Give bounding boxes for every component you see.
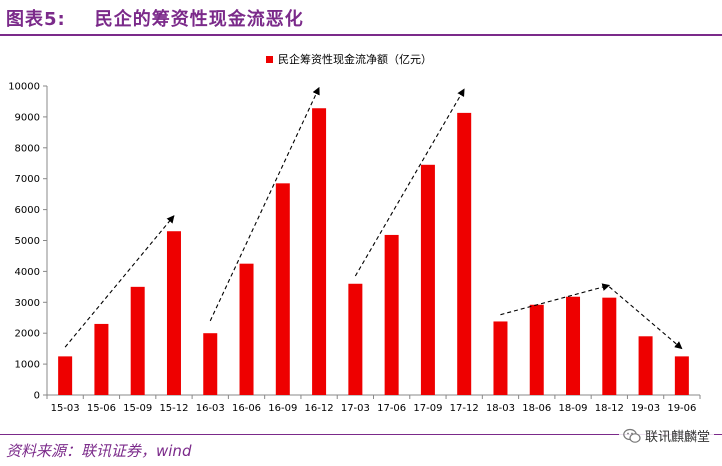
bar [638,336,653,395]
y-tick-label: 3000 [15,298,40,309]
y-tick-label: 2000 [15,329,40,340]
chart-legend: 民企筹资性现金流净额（亿元） [266,52,432,66]
x-tick-label: 18-12 [595,403,624,414]
x-tick-label: 15-03 [51,403,80,414]
bar [457,112,472,396]
bar [94,323,109,395]
bar [602,297,617,395]
trend-arrow [64,215,175,348]
bar [384,234,399,395]
x-tick-label: 15-06 [87,403,116,414]
y-tick-label: 4000 [15,267,40,278]
x-tick-label: 17-03 [341,403,370,414]
bar [166,231,181,395]
bar [203,333,218,395]
legend-swatch [266,56,273,63]
bar-chart: 民企筹资性现金流净额（亿元） 0 1000 2000 3000 4000 5000 6000… [8,52,701,414]
x-tick-label: 19-06 [667,403,696,414]
source-note: 资料来源：联讯证券，wind [6,442,192,460]
bar [58,356,73,395]
y-tick-label: 6000 [15,205,40,216]
bar [275,183,290,395]
bar [239,263,254,395]
x-tick-label: 17-09 [413,403,442,414]
y-tick-label: 5000 [15,236,40,247]
y-tick-label: 1000 [15,360,40,371]
bar [566,296,581,395]
bar [674,356,689,395]
x-tick-label: 17-12 [450,403,479,414]
x-tick-label: 16-06 [232,403,261,414]
bar [493,321,508,395]
trend-arrow [209,86,320,322]
figure-header: 图表5: 民企的筹资性现金流恶化 [0,0,722,36]
watermark-label: 联讯麒麟堂 [644,430,710,445]
trend-arrow [354,88,465,277]
wechat-icon [623,428,641,443]
y-tick-label: 7000 [15,174,40,185]
x-tick-label: 15-12 [159,403,188,414]
trend-arrow [500,283,611,316]
x-tick-label: 18-03 [486,403,515,414]
footer-rule [0,434,722,435]
trend-arrows [64,86,683,350]
x-tick-label: 16-09 [268,403,297,414]
x-tick-label: 19-03 [631,403,660,414]
y-tick-label: 8000 [15,143,40,154]
y-tick-label: 10000 [8,82,40,93]
axes: 0 1000 2000 3000 4000 5000 6000 7000 8000 9000 100… [8,82,701,414]
bar [529,304,544,395]
bars [58,108,689,396]
x-tick-label: 17-06 [377,403,406,414]
bar [130,286,145,395]
x-tick-label: 15-09 [123,403,152,414]
x-tick-label: 16-12 [305,403,334,414]
header-rule [0,34,722,36]
bar [312,108,327,396]
x-tick-label: 18-06 [522,403,551,414]
y-tick-label: 0 [34,391,40,402]
x-tick-label: 16-03 [196,403,225,414]
bar [348,283,363,395]
figure-title: 图表5: 民企的筹资性现金流恶化 [6,9,304,30]
legend-label: 民企筹资性现金流净额（亿元） [278,52,432,66]
y-tick-label: 9000 [15,112,40,123]
bar [420,164,435,395]
trend-arrow [608,286,683,350]
watermark: 联讯麒麟堂 [618,424,714,447]
x-tick-label: 18-09 [558,403,587,414]
